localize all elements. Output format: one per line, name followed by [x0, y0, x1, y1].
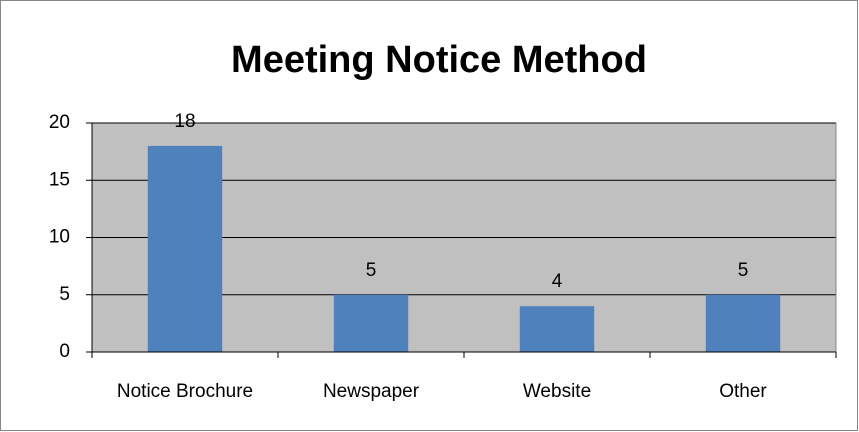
bar [147, 145, 223, 352]
y-tick-label: 15 [49, 169, 70, 190]
chart-title: Meeting Notice Method [231, 39, 647, 81]
data-label: 4 [552, 271, 563, 292]
x-tick-label: Other [719, 381, 767, 402]
x-tick-label: Website [523, 381, 591, 402]
x-tick-label: Newspaper [323, 381, 420, 402]
y-tick-label: 10 [49, 227, 70, 248]
data-label: 18 [174, 111, 195, 132]
y-tick-label: 20 [49, 112, 70, 133]
data-label: 5 [738, 260, 749, 281]
bar [705, 294, 781, 352]
data-label: 5 [366, 260, 377, 281]
bar [333, 294, 409, 352]
y-tick-label: 5 [59, 284, 70, 305]
y-tick-label: 0 [59, 341, 70, 362]
x-tick-label: Notice Brochure [117, 381, 253, 402]
bar [519, 306, 595, 352]
